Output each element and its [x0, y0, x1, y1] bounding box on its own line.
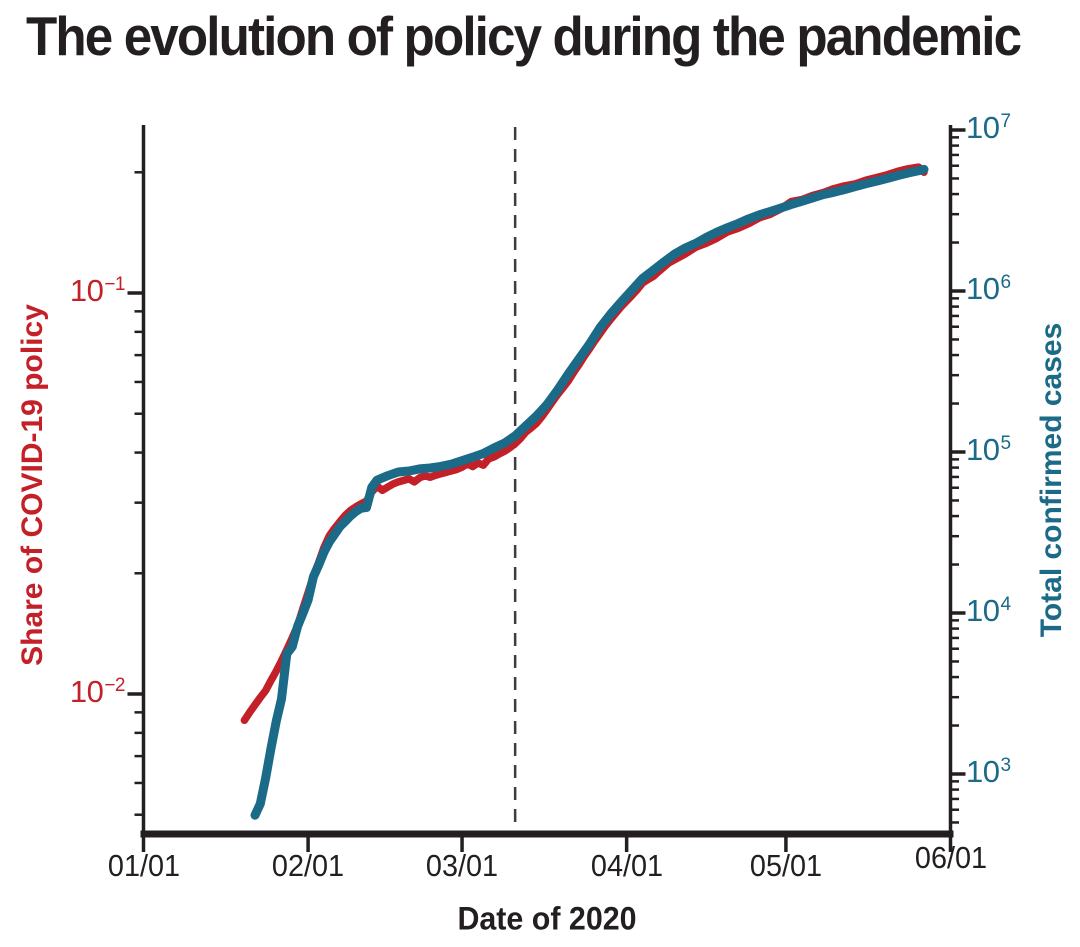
left-axis-title: Share of COVID-19 policy [16, 304, 49, 666]
right-axis-title: Total confirmed cases [1035, 322, 1068, 638]
y-tick-label-right: 106 [966, 271, 1011, 306]
x-tick-label: 06/01 [914, 840, 987, 875]
x-tick-label: 05/01 [749, 848, 822, 883]
y-tick-label-right: 103 [966, 754, 1011, 789]
confirmed-cases-line [250, 164, 929, 820]
policy-share-line [240, 163, 928, 725]
y-tick-label-right: 107 [966, 110, 1011, 145]
y-tick-label-left: 10−1 [69, 273, 126, 308]
chart-title: The evolution of policy during the pande… [26, 5, 1022, 67]
x-tick-label: 03/01 [425, 848, 499, 883]
x-tick-label: 04/01 [590, 848, 663, 883]
y-tick-label-left: 10−2 [69, 674, 126, 709]
x-tick-label: 02/01 [272, 848, 345, 883]
y-tick-label-right: 104 [966, 593, 1011, 628]
y-tick-label-right: 105 [966, 432, 1011, 467]
x-axis-title: Date of 2020 [457, 900, 637, 937]
x-tick-label: 01/01 [107, 848, 180, 883]
